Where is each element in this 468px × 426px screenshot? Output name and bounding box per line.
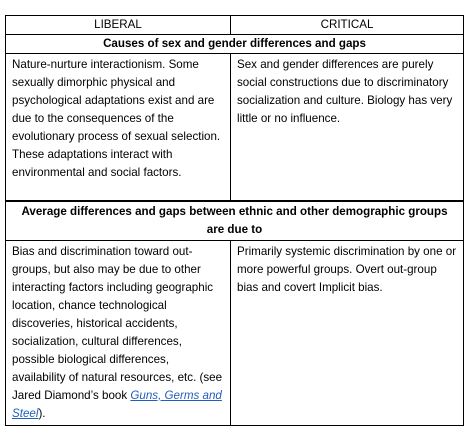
- section-title: Average differences and gaps between eth…: [5, 199, 464, 241]
- cell-text: ).: [38, 406, 46, 420]
- critical-cell: Sex and gender differences are purely so…: [230, 53, 464, 201]
- header-cell: LIBERAL: [5, 15, 231, 35]
- body-row: Bias and discrimination toward out-group…: [5, 239, 464, 426]
- critical-cell: Primarily systemic discrimination by one…: [230, 239, 464, 426]
- section-title: Causes of sex and gender differences and…: [5, 34, 464, 54]
- liberal-cell: Bias and discrimination toward out-group…: [5, 239, 231, 426]
- header-row: LIBERAL CRITICAL: [5, 15, 464, 35]
- section-title-row: Causes of sex and gender differences and…: [5, 34, 464, 54]
- body-row: Nature-nurture interactionism. Some sexu…: [5, 53, 464, 201]
- comparison-table: LIBERAL CRITICAL Causes of sex and gende…: [5, 15, 464, 426]
- header-cell: CRITICAL: [230, 15, 464, 35]
- liberal-cell: Nature-nurture interactionism. Some sexu…: [5, 53, 231, 201]
- section-title-row: Average differences and gaps between eth…: [5, 199, 464, 241]
- page: LIBERAL CRITICAL Causes of sex and gende…: [5, 15, 464, 426]
- cell-text: Bias and discrimination toward out-group…: [12, 244, 223, 402]
